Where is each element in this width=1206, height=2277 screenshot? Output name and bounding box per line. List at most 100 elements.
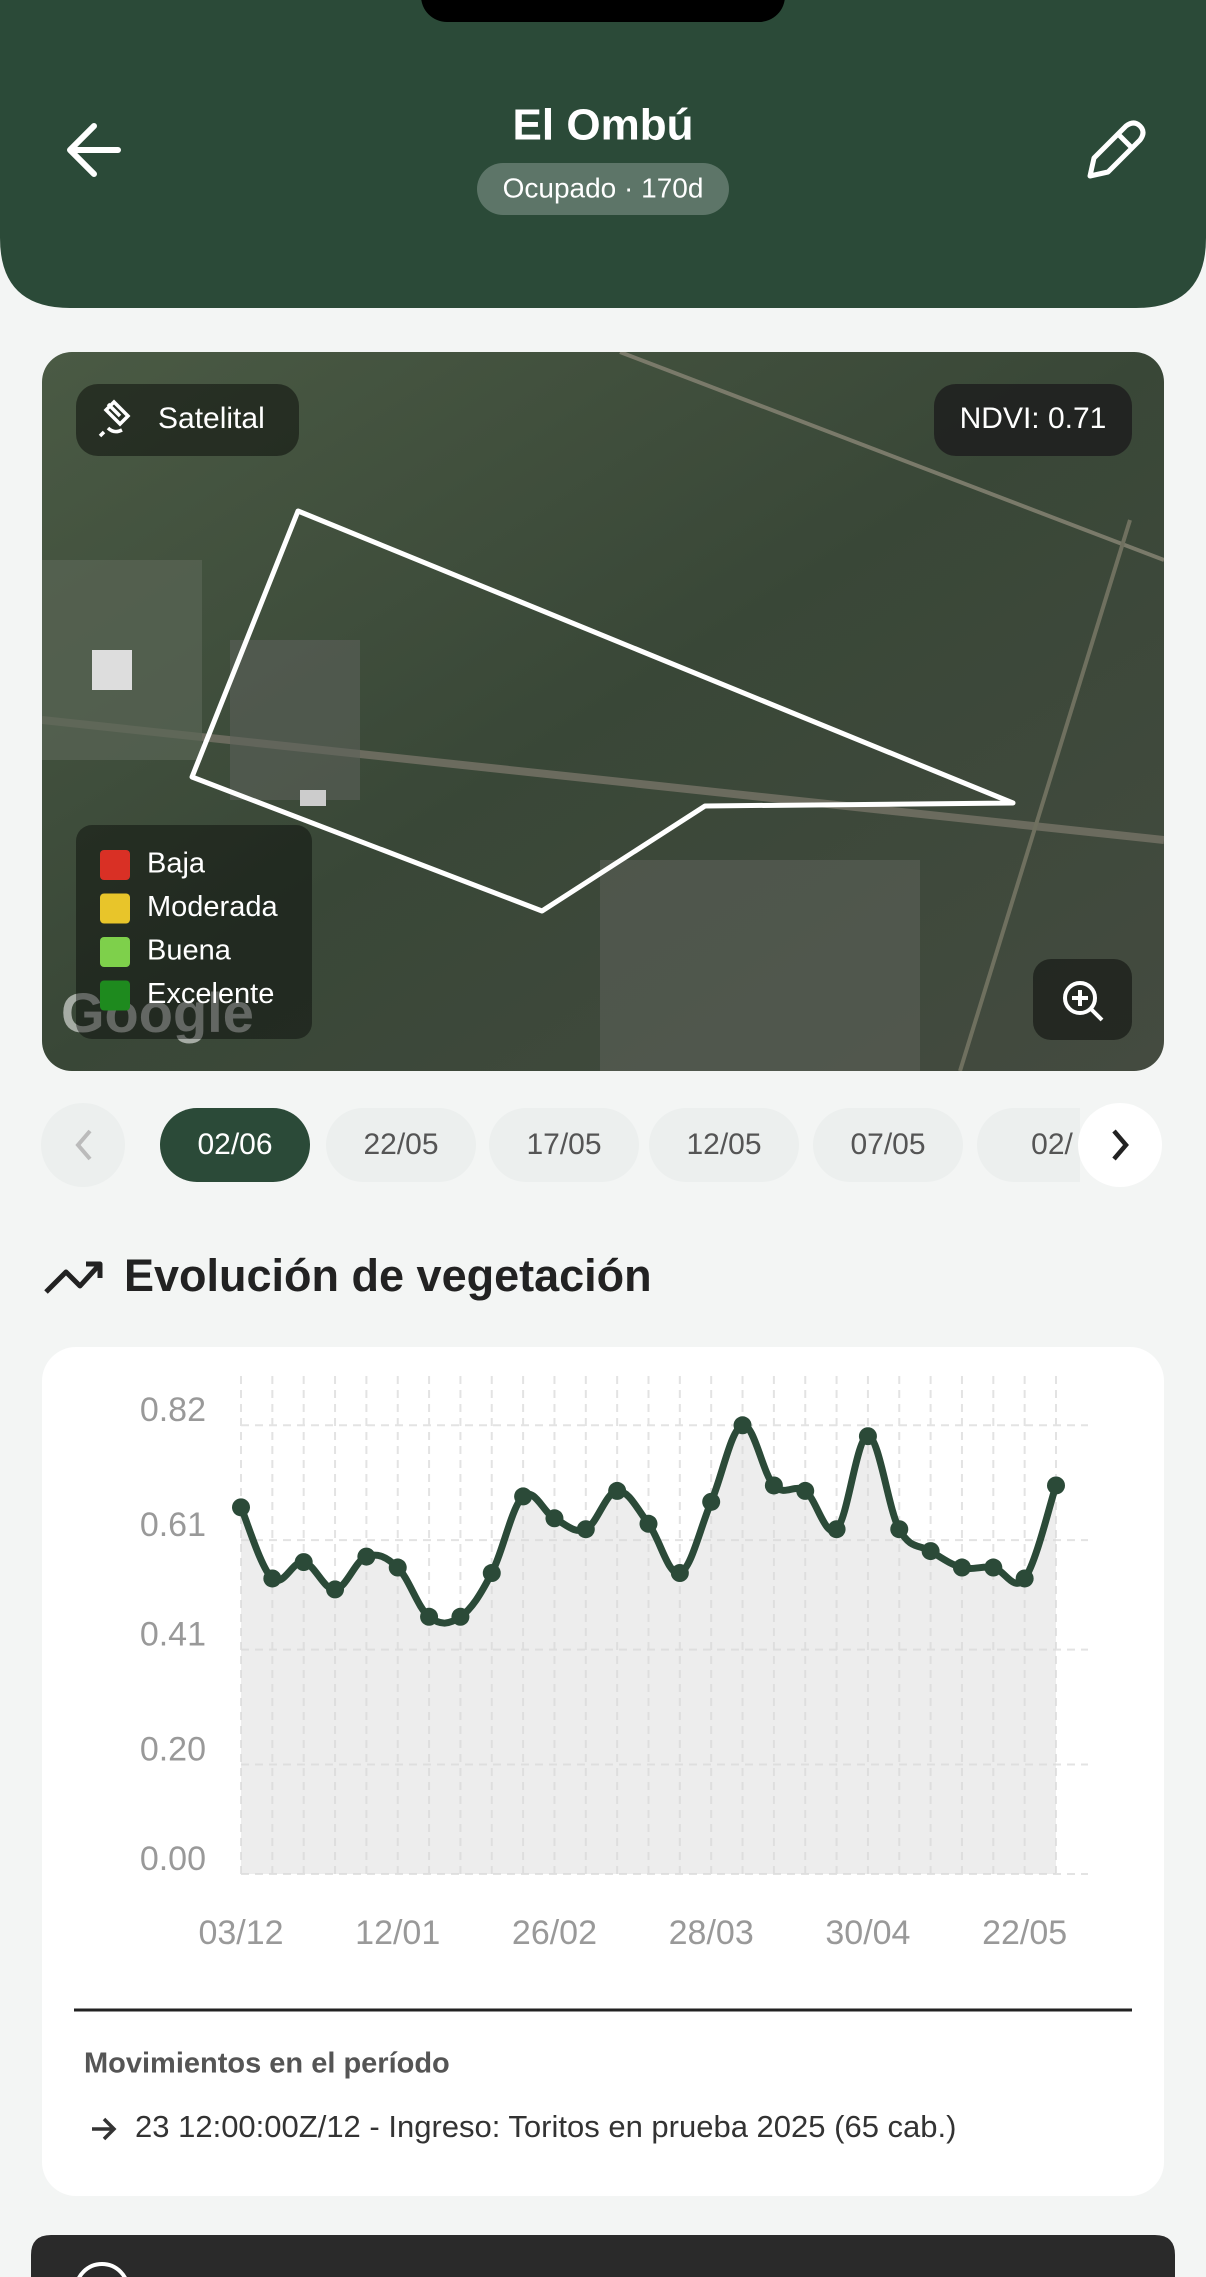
ndvi-badge: NDVI: 0.71 xyxy=(960,402,1107,435)
date-chip[interactable]: 17/05 xyxy=(489,1108,639,1182)
point xyxy=(1015,1569,1034,1588)
y-tick-label: 0.41 xyxy=(140,1616,206,1654)
date-chip-label: 07/05 xyxy=(850,1128,925,1161)
x-tick-label: 26/02 xyxy=(512,1914,597,1952)
movement-item: 23 12:00:00Z/12 - Ingreso: Toritos en pr… xyxy=(135,2109,956,2144)
x-tick-label: 22/05 xyxy=(982,1914,1067,1952)
section-title: Evolución de vegetación xyxy=(124,1250,652,1301)
paddock-outline xyxy=(189,508,1016,914)
chart-card xyxy=(42,1347,1164,2196)
point xyxy=(1047,1476,1065,1495)
header-bg xyxy=(0,0,1206,308)
urban-area xyxy=(230,640,360,800)
point xyxy=(639,1514,658,1533)
title: El Ombú xyxy=(513,101,694,150)
date-chip-label: 22/05 xyxy=(363,1128,438,1161)
point xyxy=(952,1558,971,1577)
layer-badge: Satelital xyxy=(158,402,265,435)
date-chip[interactable]: 22/05 xyxy=(326,1108,476,1182)
date-chip[interactable]: 02/ xyxy=(977,1108,1127,1182)
point xyxy=(294,1553,313,1572)
date-chip[interactable]: 12/05 xyxy=(649,1108,799,1182)
legend-swatch xyxy=(100,893,130,924)
road xyxy=(619,352,1164,562)
point xyxy=(451,1607,470,1626)
road xyxy=(42,716,1164,844)
legend: Baja Moderada Buena Excelente xyxy=(100,848,278,1011)
movements-title: Movimientos en el período xyxy=(84,2048,450,2080)
point xyxy=(670,1564,689,1583)
point xyxy=(608,1481,627,1500)
date-chip-bg xyxy=(813,1108,963,1182)
next-button[interactable] xyxy=(1078,1103,1162,1187)
date-chips: 02/06 22/05 17/05 12/05 07/05 02/ xyxy=(160,1108,1127,1182)
point xyxy=(263,1569,282,1588)
date-chip-bg xyxy=(977,1108,1080,1182)
point xyxy=(890,1520,909,1539)
legend-swatch xyxy=(100,937,130,967)
point xyxy=(545,1509,564,1528)
legend-label: Moderada xyxy=(147,891,278,923)
y-tick-label: 0.61 xyxy=(140,1506,206,1544)
trend-icon xyxy=(44,1261,103,1294)
prev-button[interactable] xyxy=(41,1103,125,1187)
legend-swatch xyxy=(100,980,130,1011)
legend-label: Buena xyxy=(147,935,232,967)
legend-bg xyxy=(76,825,312,1039)
building xyxy=(92,650,132,690)
point xyxy=(357,1547,376,1566)
legend-label: Baja xyxy=(147,848,206,880)
date-chip-label: 02/06 xyxy=(197,1128,272,1161)
point xyxy=(388,1558,407,1577)
point xyxy=(764,1476,783,1495)
point xyxy=(420,1607,439,1626)
date-chip-bg xyxy=(326,1108,476,1182)
point xyxy=(733,1416,752,1435)
zoom-icon xyxy=(1063,981,1104,1022)
chart: 0.00 0.20 0.41 0.61 0.82 03/12 12/01 26/02 28/03… xyxy=(140,1376,1088,1952)
point xyxy=(482,1564,501,1583)
urban-area xyxy=(600,860,920,1071)
layer-badge-bg[interactable] xyxy=(76,384,299,456)
point xyxy=(796,1481,815,1500)
date-chip-bg xyxy=(160,1108,310,1182)
x-tick-label: 03/12 xyxy=(198,1914,283,1952)
bottom-sheet xyxy=(31,2235,1175,2277)
y-tick-label: 0.20 xyxy=(140,1731,206,1769)
point xyxy=(232,1498,250,1517)
point xyxy=(514,1487,533,1506)
point xyxy=(827,1520,846,1539)
point xyxy=(576,1520,595,1539)
x-tick-label: 28/03 xyxy=(669,1914,754,1952)
date-chip-label: 02/ xyxy=(1031,1128,1073,1161)
movement-icon xyxy=(92,2117,117,2141)
prev-icon xyxy=(75,1129,92,1161)
point xyxy=(702,1492,721,1511)
area xyxy=(241,1425,1056,1874)
date-chip[interactable]: 07/05 xyxy=(813,1108,963,1182)
date-chip-bg xyxy=(649,1108,799,1182)
line xyxy=(237,1421,1060,1627)
y-tick-label: 0.82 xyxy=(140,1391,206,1429)
next-icon xyxy=(1112,1129,1129,1161)
point xyxy=(921,1542,940,1561)
road xyxy=(958,519,1132,1071)
notch xyxy=(421,0,785,22)
date-chip-bg xyxy=(489,1108,639,1182)
edit-button[interactable] xyxy=(1087,120,1146,179)
ndvi-badge-bg xyxy=(934,384,1132,456)
back-button[interactable] xyxy=(67,123,121,177)
date-chip[interactable]: 02/06 xyxy=(160,1108,310,1182)
y-tick-label: 0.00 xyxy=(140,1840,206,1878)
point xyxy=(984,1558,1003,1577)
attribution: Google xyxy=(61,981,254,1044)
x-tick-label: 12/01 xyxy=(355,1914,440,1952)
date-chip-label: 17/05 xyxy=(526,1128,601,1161)
satellite-icon xyxy=(98,399,131,438)
bottom-icon xyxy=(77,2262,127,2277)
badge: Ocupado · 170d xyxy=(503,172,704,203)
date-chip-label: 12/05 xyxy=(686,1128,761,1161)
legend-swatch xyxy=(100,850,130,880)
